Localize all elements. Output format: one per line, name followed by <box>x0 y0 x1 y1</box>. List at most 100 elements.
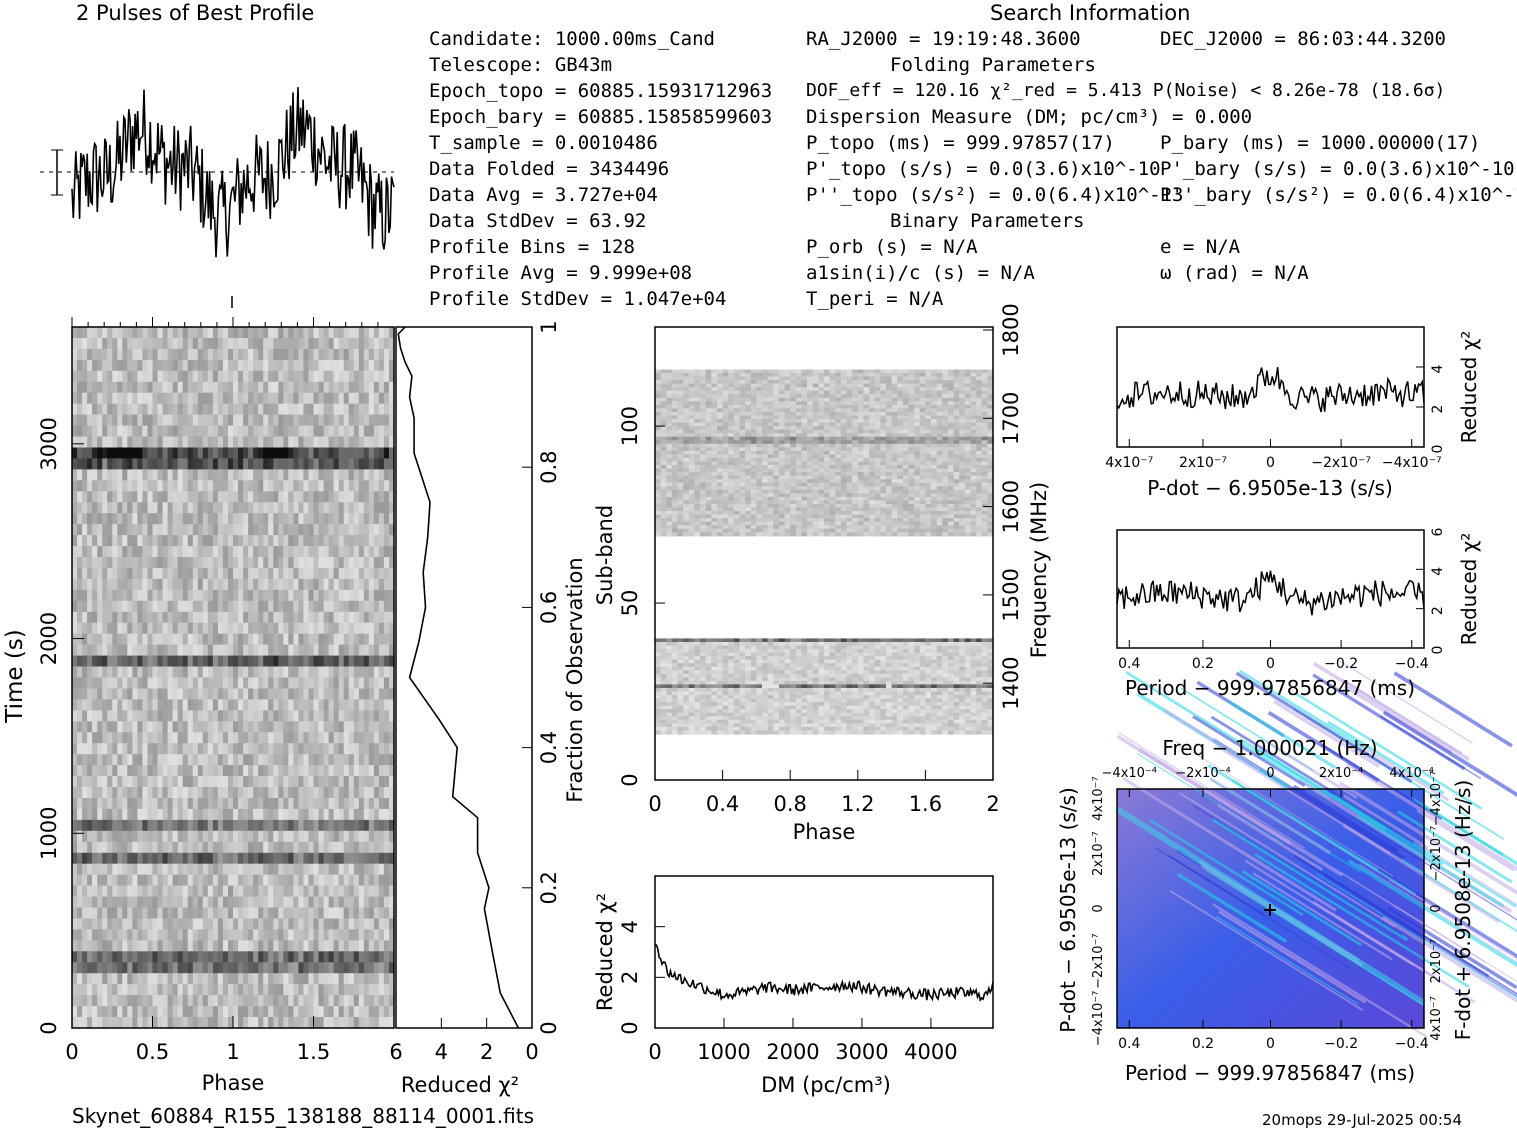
heatmap-cell <box>389 568 395 580</box>
heatmap-cell <box>288 874 294 887</box>
heatmap-cell <box>677 390 684 395</box>
heatmap-cell <box>258 655 264 668</box>
heatmap-cell <box>328 677 335 690</box>
heatmap-cell <box>303 688 309 701</box>
heatmap-cell <box>268 666 274 679</box>
heatmap-cell <box>192 699 199 711</box>
heatmap-cell <box>233 907 239 920</box>
heatmap-cell <box>313 589 320 602</box>
heatmap-cell <box>142 765 148 777</box>
heatmap-cell <box>207 863 214 876</box>
heatmap-cell <box>308 962 315 974</box>
heatmap-cell <box>122 491 128 503</box>
heatmap-cell <box>886 387 893 392</box>
heatmap-cell <box>132 644 138 657</box>
heatmap-cell <box>728 380 735 385</box>
heatmap-cell <box>77 830 83 843</box>
heatmap-cell <box>745 415 752 420</box>
heatmap-cell <box>182 798 189 810</box>
heatmap-cell <box>243 951 249 963</box>
heatmap-cell <box>132 732 138 744</box>
heatmap-cell <box>288 699 294 711</box>
heatmap-cell <box>947 390 955 395</box>
heatmap-cell <box>358 852 365 865</box>
heatmap-cell <box>222 688 229 701</box>
heatmap-cell <box>97 699 103 711</box>
heatmap-cell <box>212 600 219 613</box>
heatmap-cell <box>72 929 78 941</box>
heatmap-cell <box>167 918 174 931</box>
heatmap-cell <box>812 415 819 420</box>
heatmap-cell <box>222 370 229 383</box>
heatmap-cell <box>987 415 994 420</box>
heatmap-cell <box>177 688 184 701</box>
heatmap-cell <box>157 995 164 1007</box>
heatmap-cell <box>278 984 284 996</box>
heatmap-cell <box>373 600 380 613</box>
heatmap-cell <box>172 962 179 974</box>
heatmap-cell <box>298 776 304 788</box>
heatmap-cell <box>333 469 340 481</box>
heatmap-cell <box>756 380 763 385</box>
heatmap-cell <box>238 951 244 963</box>
heatmap-cell <box>202 458 209 470</box>
heatmap-cell <box>202 414 209 427</box>
heatmap-cell <box>278 568 284 580</box>
heatmap-cell <box>925 411 932 416</box>
heatmap-cell <box>228 327 234 339</box>
heatmap-cell <box>187 677 194 690</box>
heatmap-cell <box>363 633 370 646</box>
heatmap-cell <box>202 348 209 361</box>
heatmap-cell <box>343 798 350 810</box>
info-line: Data StdDev = 63.92 <box>429 210 647 232</box>
heatmap-cell <box>107 622 113 635</box>
heatmap-cell <box>132 798 138 810</box>
heatmap-cell <box>313 480 320 492</box>
heatmap-cell <box>137 633 143 646</box>
heatmap-cell <box>931 390 938 395</box>
heatmap-cell <box>117 381 123 394</box>
heatmap-cell <box>263 535 269 547</box>
heatmap-cell <box>142 611 148 624</box>
heatmap-cell <box>333 841 340 854</box>
heatmap-cell <box>112 973 118 985</box>
heatmap-cell <box>273 787 279 799</box>
heatmap-cell <box>192 1017 199 1029</box>
heatmap-cell <box>87 392 93 405</box>
heatmap-cell <box>666 404 673 409</box>
heatmap-cell <box>253 622 259 635</box>
heatmap-cell <box>293 535 299 547</box>
heatmap-cell <box>258 951 264 963</box>
heatmap-cell <box>343 710 350 722</box>
heatmap-cell <box>278 469 284 481</box>
heatmap-cell <box>132 874 138 887</box>
heatmap-cell <box>655 373 662 378</box>
heatmap-cell <box>197 546 204 558</box>
heatmap-cell <box>117 447 123 460</box>
heatmap-cell <box>333 929 340 941</box>
heatmap-cell <box>77 655 83 668</box>
heatmap-cell <box>353 710 360 722</box>
heatmap-cell <box>112 721 118 733</box>
heatmap-cell <box>92 480 98 492</box>
heatmap-cell <box>167 392 174 405</box>
heatmap-cell <box>328 633 335 646</box>
heatmap-cell <box>147 874 154 887</box>
heatmap-cell <box>197 874 204 887</box>
heatmap-cell <box>318 819 325 832</box>
heatmap-cell <box>283 852 289 865</box>
heatmap-cell <box>750 387 757 392</box>
heatmap-cell <box>82 907 88 920</box>
heatmap-cell <box>228 381 234 394</box>
heatmap-cell <box>767 387 774 392</box>
heatmap-cell <box>298 535 304 547</box>
heatmap-cell <box>263 414 269 427</box>
heatmap-cell <box>92 327 98 339</box>
heatmap-cell <box>373 984 380 996</box>
heatmap-cell <box>77 666 83 679</box>
heatmap-cell <box>353 863 360 876</box>
heatmap-cell <box>273 425 279 438</box>
heatmap-cell <box>107 1006 113 1018</box>
heatmap-cell <box>167 513 174 525</box>
heatmap-cell <box>197 359 204 372</box>
